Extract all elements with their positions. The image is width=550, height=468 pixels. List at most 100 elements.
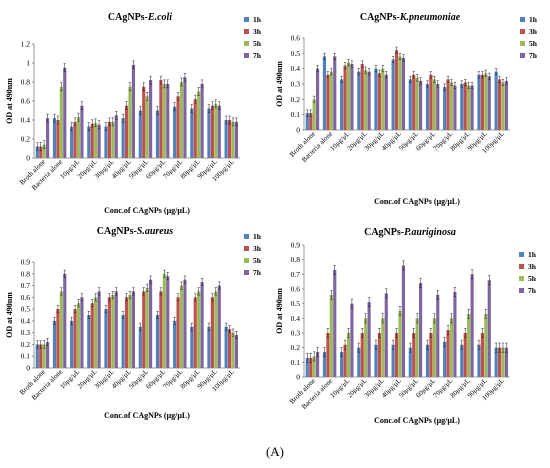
- bar-3h-7: [412, 333, 416, 377]
- bar-1h-6: [391, 59, 395, 130]
- y-tick-label: 0.7: [291, 270, 301, 279]
- bar-7h-4: [367, 71, 371, 130]
- bar-5h-8: [432, 79, 436, 130]
- bar-7h-10: [200, 282, 204, 368]
- y-tick-label: 0.5: [21, 305, 31, 314]
- y-tick-label: 0.4: [291, 314, 301, 323]
- bar-7h-8: [166, 276, 170, 368]
- bar-5h-11: [484, 73, 488, 130]
- bar-5h-6: [128, 294, 132, 368]
- bar-7h-5: [114, 291, 118, 368]
- bar-3h-10: [193, 99, 197, 158]
- legend-swatch-3h: [520, 29, 525, 34]
- y-tick-label: 0.6: [21, 293, 31, 302]
- bar-7h-12: [504, 347, 509, 377]
- y-tick-label: 0.5: [291, 299, 301, 308]
- bar-1h-12: [494, 347, 498, 377]
- bar-5h-4: [94, 297, 98, 368]
- legend-label-7h: 7h: [528, 286, 537, 295]
- bar-1h-4: [87, 315, 91, 368]
- bar-1h-11: [207, 326, 211, 368]
- bar-1h-3: [340, 79, 344, 130]
- bar-7h-3: [80, 297, 84, 368]
- bar-5h-7: [145, 96, 149, 158]
- y-tick-label: 0.9: [21, 258, 31, 267]
- bar-1h-4: [87, 126, 91, 158]
- bar-5h-6: [398, 311, 402, 377]
- y-tick-label: 0.3: [291, 80, 301, 89]
- y-tick-label: 0.9: [291, 241, 301, 250]
- bar-5h-6: [398, 56, 402, 130]
- bar-1h-12: [224, 326, 228, 368]
- bar-5h-9: [179, 82, 184, 158]
- bar-7h-5: [384, 293, 388, 377]
- x-axis-label: Conc.of CAgNPs (μg/μL): [104, 206, 190, 215]
- bar-7h-4: [97, 291, 101, 368]
- bar-7h-11: [217, 105, 221, 158]
- bar-5h-7: [145, 287, 149, 368]
- bar-3h-8: [429, 74, 433, 130]
- legend-swatch-3h: [519, 264, 524, 269]
- bar-3h-9: [176, 96, 180, 158]
- bar-3h-8: [429, 333, 433, 377]
- y-tick-label: 0.2: [21, 135, 31, 144]
- bar-7h-11: [487, 76, 491, 130]
- bar-7h-7: [149, 279, 153, 368]
- bar-3h-7: [412, 74, 416, 130]
- bar-3h-5: [377, 333, 381, 377]
- bar-3h-2: [56, 309, 60, 368]
- bar-3h-6: [124, 297, 129, 368]
- y-tick-label: 0.3: [291, 329, 301, 338]
- bar-7h-11: [217, 285, 221, 368]
- bar-3h-4: [360, 64, 364, 130]
- legend-label-5h: 5h: [253, 256, 262, 265]
- bar-1h-6: [391, 344, 395, 377]
- bar-1h-9: [173, 106, 177, 158]
- bar-7h-9: [453, 291, 457, 377]
- bar-3h-4: [360, 333, 364, 377]
- y-axis-label: OD at 490nm: [275, 61, 284, 107]
- bar-5h-3: [346, 333, 351, 377]
- bar-5h-10: [467, 85, 471, 130]
- bar-7h-2: [63, 273, 67, 368]
- bar-5h-5: [111, 294, 115, 368]
- bar-5h-1: [312, 356, 316, 377]
- bar-1h-8: [155, 315, 160, 368]
- bar-5h-5: [381, 68, 385, 130]
- bar-1h-7: [408, 347, 412, 377]
- bar-5h-9: [449, 82, 454, 130]
- legend-swatch-5h: [244, 258, 249, 263]
- bar-1h-10: [190, 108, 194, 158]
- bar-1h-12: [224, 120, 228, 158]
- bar-7h-9: [183, 279, 187, 368]
- chart-title-prefix: CAgNPs-: [364, 227, 404, 238]
- bar-7h-1: [316, 68, 320, 130]
- y-tick-label: 0.4: [21, 316, 31, 325]
- bar-7h-7: [149, 80, 153, 158]
- bar-1h-5: [374, 68, 378, 130]
- bar-1h-8: [425, 344, 430, 377]
- chart-panel-1: CAgNPs-E.coli 0 0.2 0.4 0.6 0.8 1 1.2 OD at 490n…: [5, 12, 262, 215]
- bar-3h-10: [463, 333, 467, 377]
- chart-title-organism: P.auriginosa: [404, 227, 456, 238]
- bar-7h-10: [470, 274, 474, 377]
- y-tick-label: 0.8: [21, 269, 31, 278]
- legend-swatch-7h: [519, 288, 524, 293]
- bar-1h-10: [460, 84, 464, 130]
- bar-5h-3: [76, 117, 81, 158]
- bar-1h-1: [35, 344, 39, 368]
- bar-3h-2: [326, 333, 330, 377]
- legend-label-1h: 1h: [253, 15, 262, 24]
- bar-7h-3: [80, 105, 84, 158]
- bar-1h-1: [305, 113, 309, 130]
- bar-7h-12: [234, 335, 239, 368]
- chart-title-organism: S.aureus: [137, 226, 174, 237]
- y-axis-label: OD at 490nm: [5, 292, 14, 338]
- legend-swatch-7h: [244, 53, 249, 58]
- y-tick-label: 0: [296, 373, 300, 382]
- bar-5h-4: [364, 70, 368, 130]
- legend-swatch-1h: [519, 252, 524, 257]
- bar-5h-3: [346, 62, 351, 130]
- legend: 1h 3h 5h 7h: [520, 15, 538, 60]
- y-tick-label: 0.8: [21, 78, 31, 87]
